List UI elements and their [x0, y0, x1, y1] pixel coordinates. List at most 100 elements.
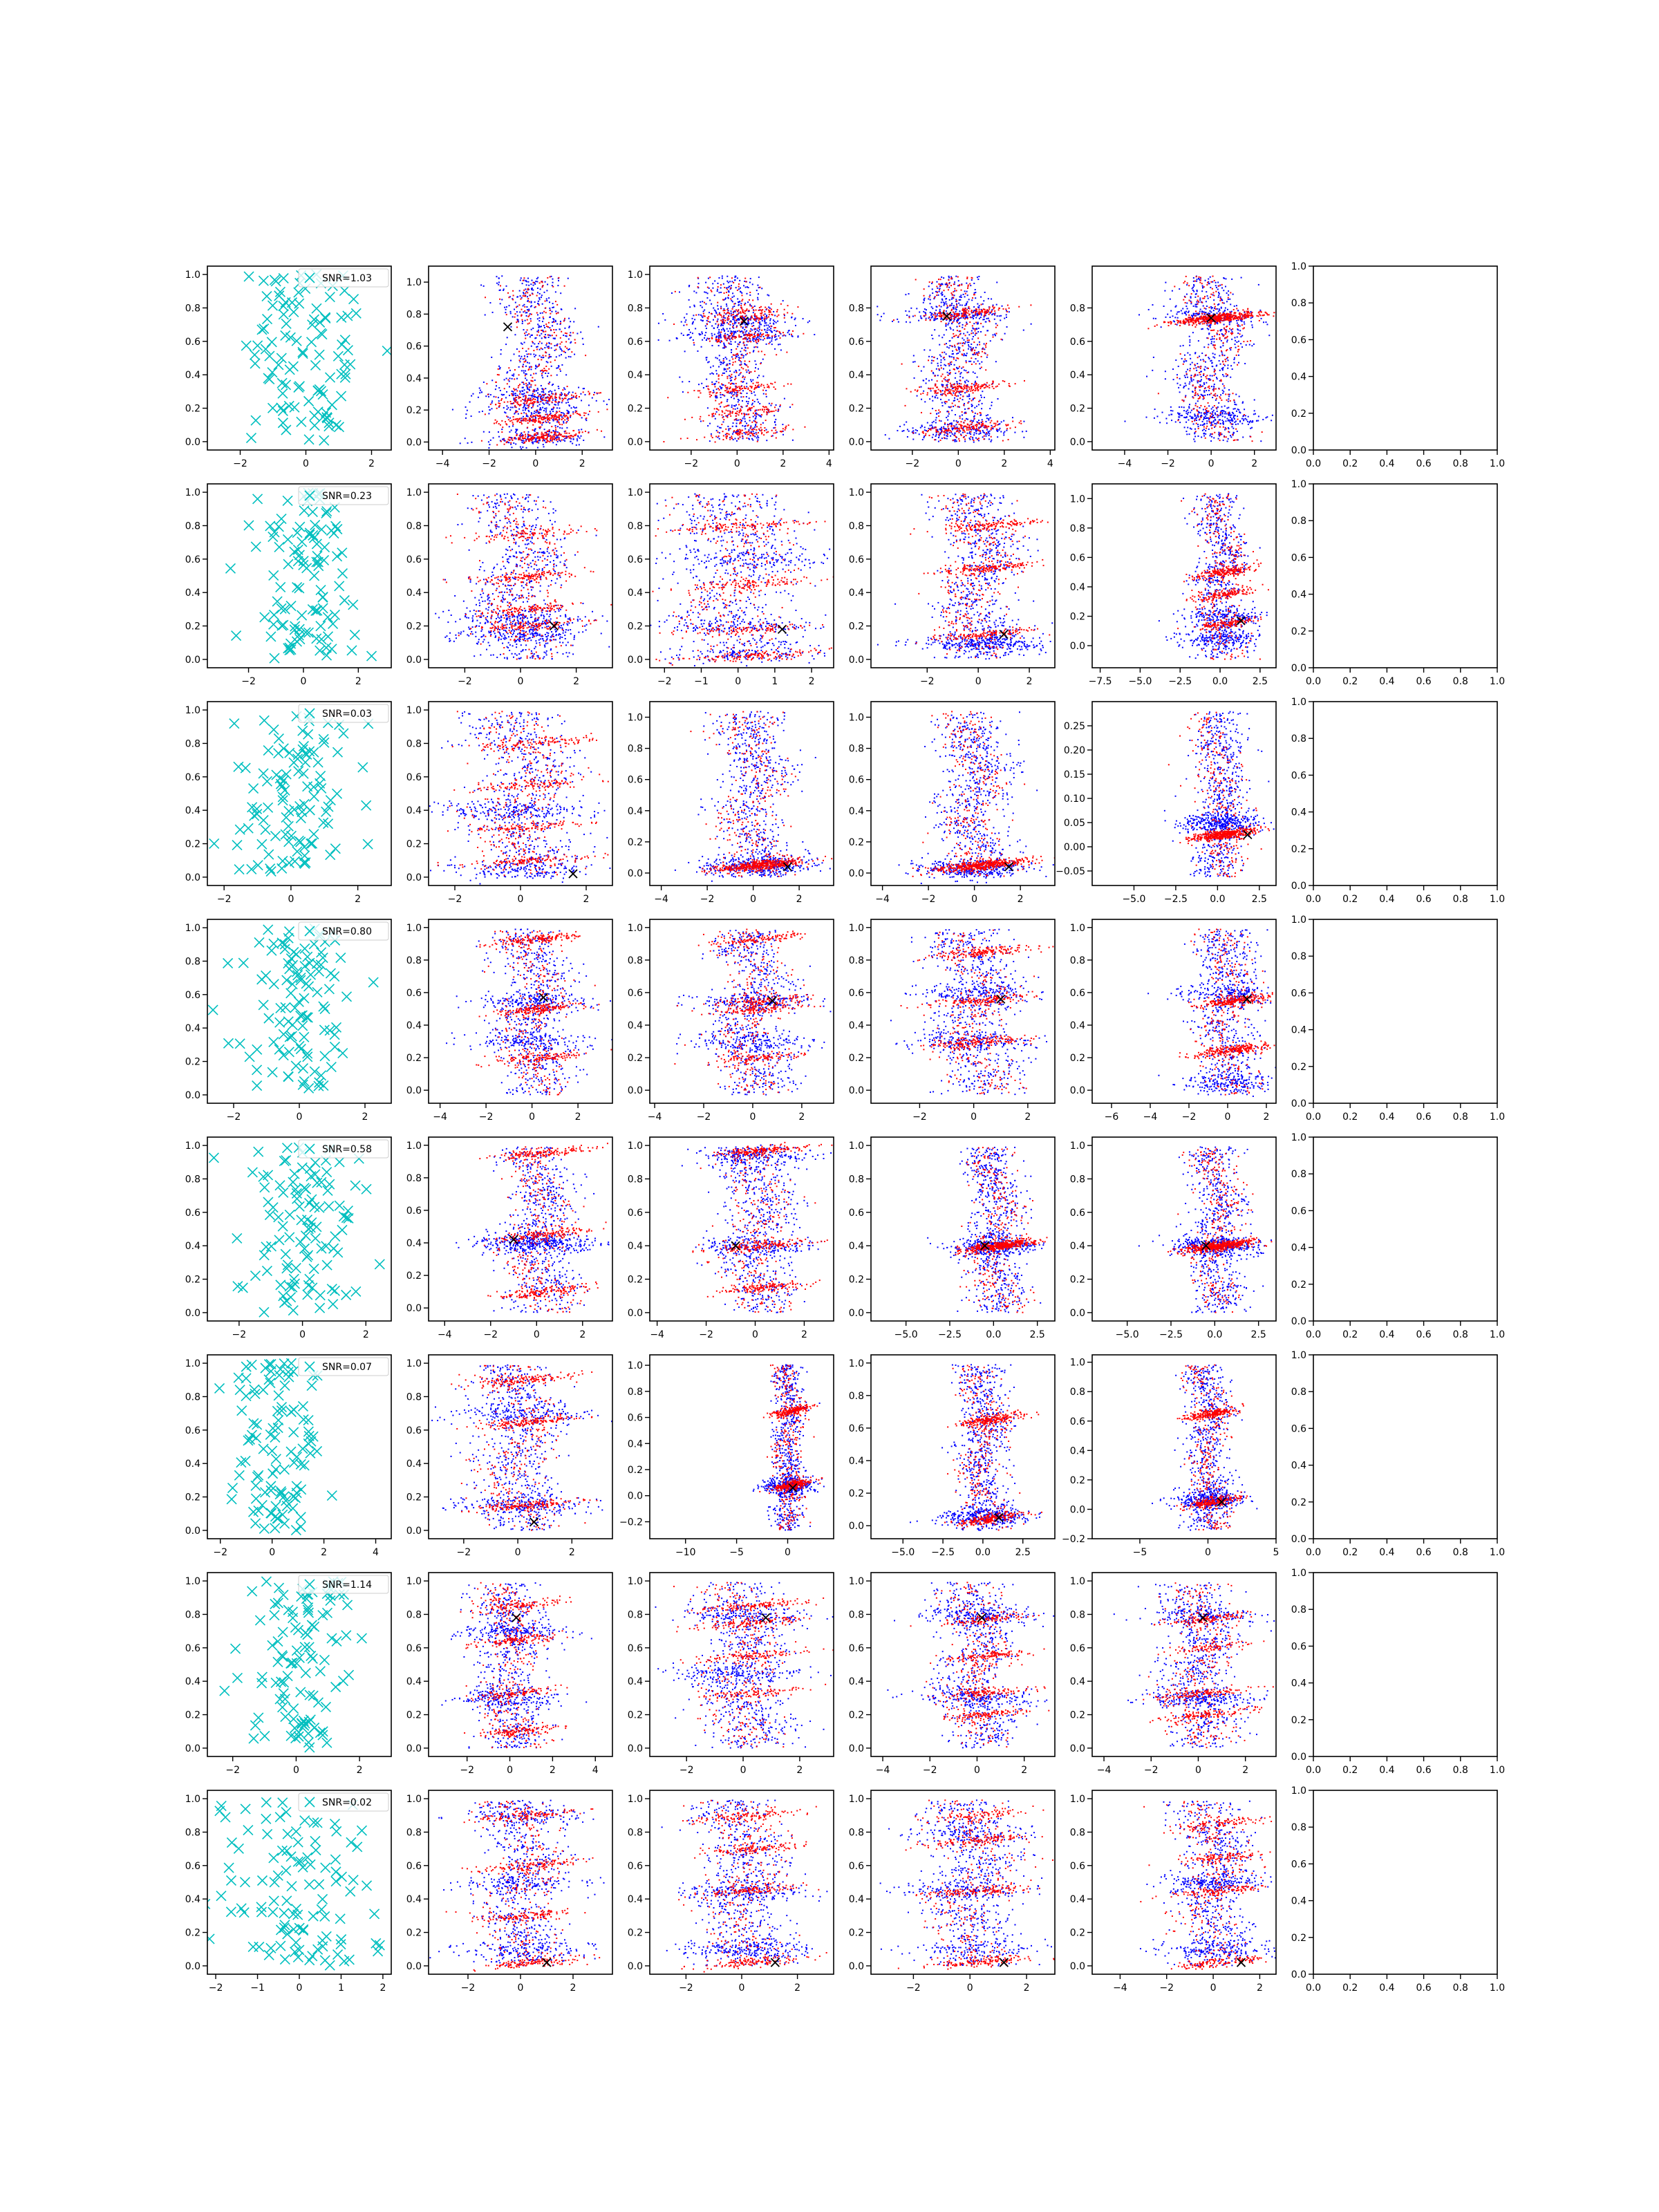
red-point — [982, 384, 984, 386]
blue-point — [512, 393, 514, 395]
blue-point — [788, 330, 790, 332]
blue-point — [577, 440, 579, 442]
blue-point — [1000, 431, 1002, 433]
red-point — [538, 436, 540, 438]
red-point — [557, 434, 559, 436]
blue-point — [566, 421, 568, 423]
blue-point — [718, 331, 720, 333]
blue-point — [769, 322, 771, 324]
blue-point — [966, 282, 968, 284]
blue-point — [488, 413, 490, 415]
blue-point — [986, 356, 988, 358]
blue-point — [913, 377, 915, 379]
red-point — [995, 422, 997, 424]
blue-point — [718, 335, 720, 337]
blue-point — [733, 397, 735, 400]
red-point — [949, 304, 951, 306]
red-point — [984, 352, 986, 354]
red-point — [555, 434, 557, 436]
blue-point — [506, 408, 508, 410]
red-point — [506, 440, 508, 442]
blue-point — [995, 303, 997, 306]
blue-point — [488, 431, 490, 433]
red-point — [716, 341, 718, 343]
red-point — [566, 413, 568, 415]
red-point — [762, 333, 765, 335]
blue-point — [552, 411, 554, 413]
red-point — [704, 315, 706, 317]
blue-point — [789, 406, 791, 408]
blue-point — [984, 348, 986, 350]
red-point — [804, 426, 806, 428]
red-point — [993, 313, 995, 315]
blue-point — [505, 377, 507, 379]
red-point — [946, 305, 948, 307]
blue-point — [734, 408, 736, 410]
red-point — [758, 317, 760, 319]
red-point — [964, 438, 966, 440]
blue-point — [775, 321, 777, 324]
blue-point — [957, 367, 959, 369]
blue-point — [538, 404, 541, 406]
blue-point — [775, 424, 777, 426]
red-point — [523, 277, 525, 279]
blue-point — [720, 394, 722, 396]
cyan-x-marker — [243, 271, 254, 282]
red-point — [570, 394, 572, 396]
blue-point — [741, 347, 743, 349]
blue-point — [959, 347, 961, 349]
blue-point — [692, 322, 694, 324]
red-point — [944, 344, 946, 346]
blue-point — [756, 409, 758, 411]
red-point — [1002, 308, 1004, 310]
blue-point — [570, 407, 572, 409]
blue-point — [499, 303, 501, 305]
blue-point — [526, 388, 528, 390]
blue-point — [747, 402, 749, 404]
blue-point — [709, 321, 711, 323]
red-point — [720, 284, 722, 286]
blue-point — [547, 375, 548, 377]
red-point — [550, 397, 552, 400]
blue-point — [738, 359, 740, 361]
red-point — [543, 418, 545, 420]
blue-point — [713, 383, 715, 385]
blue-point — [757, 297, 759, 299]
blue-point — [757, 368, 759, 370]
blue-point — [735, 330, 737, 332]
blue-point — [934, 426, 936, 428]
red-point — [526, 319, 528, 321]
red-point — [543, 438, 545, 440]
red-point — [667, 397, 669, 399]
blue-point — [505, 412, 507, 414]
blue-point — [513, 393, 515, 395]
blue-point — [946, 346, 948, 348]
red-point — [750, 427, 752, 429]
red-point — [758, 409, 760, 411]
red-point — [988, 426, 990, 428]
red-point — [940, 367, 942, 369]
red-point — [764, 316, 766, 318]
red-point — [563, 397, 565, 400]
blue-point — [521, 370, 523, 372]
red-point — [746, 309, 748, 311]
blue-point — [948, 286, 950, 288]
red-point — [527, 310, 529, 312]
blue-point — [746, 392, 748, 394]
red-point — [943, 377, 945, 379]
red-point — [555, 439, 557, 441]
blue-point — [929, 424, 931, 427]
red-point — [943, 311, 945, 313]
red-point — [550, 415, 552, 417]
blue-point — [954, 319, 956, 321]
red-point — [740, 306, 742, 308]
red-point — [575, 433, 577, 435]
red-point — [514, 404, 516, 406]
red-point — [534, 420, 536, 422]
red-point — [981, 422, 983, 424]
blue-point — [752, 350, 754, 353]
blue-point — [720, 306, 722, 308]
red-point — [965, 412, 967, 414]
blue-point — [542, 357, 544, 359]
blue-point — [514, 413, 516, 415]
